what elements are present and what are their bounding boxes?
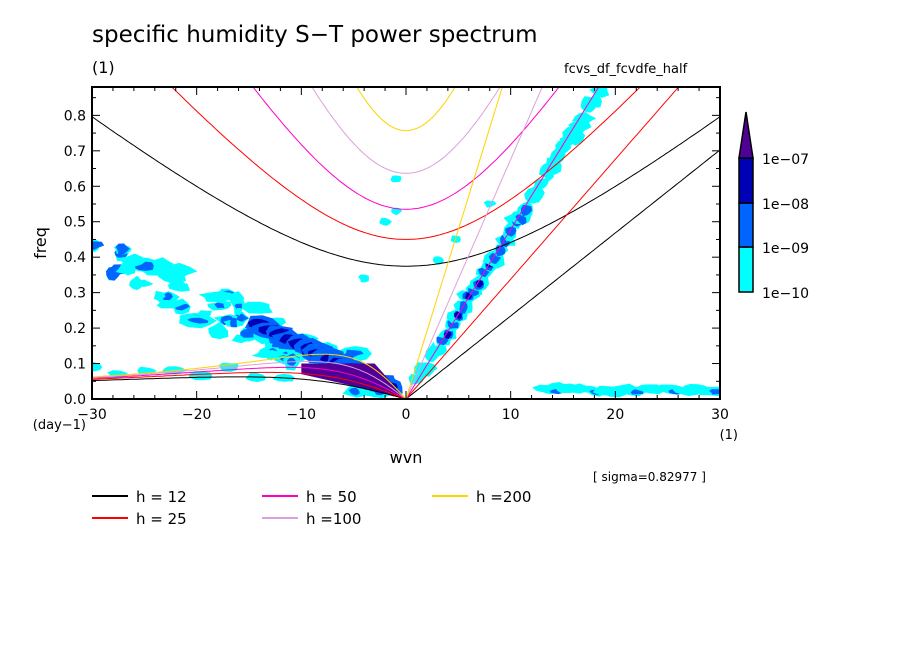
colorbar-label: 1e−07 bbox=[762, 152, 809, 168]
plot-area bbox=[92, 87, 720, 399]
shade-cyan bbox=[379, 217, 392, 226]
shade-blue bbox=[187, 317, 209, 324]
shade-cyan bbox=[208, 321, 229, 340]
dispersion-kelvin-h200 bbox=[405, 87, 503, 399]
shade-blue bbox=[230, 317, 237, 328]
dispersion-rossby-h200 bbox=[92, 353, 407, 399]
shade-cyan bbox=[251, 350, 288, 359]
dispersion-rossby-h12 bbox=[92, 376, 407, 399]
legend-label: h = 50 bbox=[306, 488, 357, 506]
chart-title: specific humidity S−T power spectrum bbox=[92, 22, 538, 48]
shade-cyan bbox=[116, 253, 147, 267]
shade-cyan bbox=[154, 265, 188, 285]
x-tick-label: −10 bbox=[287, 407, 317, 423]
shade-blue bbox=[348, 387, 360, 396]
shade-cyan bbox=[483, 200, 497, 208]
shade-blue bbox=[235, 313, 249, 322]
x-tick-label: 10 bbox=[502, 407, 520, 423]
x-tick-label: 0 bbox=[402, 407, 411, 423]
legend-label: h = 12 bbox=[136, 488, 187, 506]
y-tick-label: 0.7 bbox=[64, 144, 86, 160]
shade-cyan bbox=[198, 291, 233, 303]
y-tick-label: 0.8 bbox=[64, 108, 86, 124]
shade-darkblue bbox=[443, 331, 452, 340]
y-tick-label: 0.3 bbox=[64, 286, 86, 302]
shade-blue bbox=[234, 303, 243, 309]
legend-label: h =100 bbox=[306, 510, 361, 528]
dispersion-rossby-h100 bbox=[92, 360, 407, 399]
shade-blue bbox=[459, 300, 468, 314]
shade-cyan bbox=[588, 92, 602, 108]
shade-blue bbox=[495, 245, 506, 257]
shade-blue bbox=[709, 389, 720, 395]
shade-cyan bbox=[358, 274, 369, 283]
shade-cyan bbox=[168, 282, 191, 292]
y-tick-label: 0.1 bbox=[64, 357, 86, 373]
dispersion-kelvin-h25 bbox=[405, 87, 680, 399]
x-tick-label: 20 bbox=[606, 407, 624, 423]
dispersion-ig-h12 bbox=[92, 116, 720, 267]
dispersion-ig-h50 bbox=[252, 87, 560, 210]
shade-cyan bbox=[129, 275, 143, 291]
colorbar-segment bbox=[738, 202, 754, 248]
sigma-label: [ sigma=0.82977 ] bbox=[593, 470, 706, 484]
dispersion-rossby-h50 bbox=[92, 366, 407, 399]
shade-cyan bbox=[426, 345, 447, 359]
shade-cyan bbox=[390, 175, 402, 183]
colorbar-extend-triangle bbox=[738, 111, 754, 159]
x-tick-label: −20 bbox=[182, 407, 212, 423]
colorbar-label: 1e−10 bbox=[762, 286, 809, 302]
shade-cyan bbox=[240, 301, 273, 314]
shade-cyan bbox=[391, 207, 402, 216]
shade-cyan bbox=[432, 256, 444, 265]
shade-blue bbox=[92, 241, 105, 250]
shade-blue bbox=[214, 302, 225, 309]
y-tick-label: 0.0 bbox=[64, 392, 86, 408]
legend-label: h = 25 bbox=[136, 510, 187, 528]
y-axis-label: freq bbox=[31, 227, 50, 259]
colorbar-segment bbox=[738, 246, 754, 293]
shade-blue bbox=[344, 349, 364, 357]
colorbar-segment bbox=[738, 157, 754, 204]
y-tick-label: 0.6 bbox=[64, 179, 86, 195]
x-unit-label: (1) bbox=[720, 428, 738, 443]
subtitle-right: fcvs_df_fcvdfe_half bbox=[564, 62, 688, 77]
dispersion-kelvin-h100 bbox=[405, 87, 543, 399]
dispersion-kelvin-h50 bbox=[405, 87, 600, 399]
y-unit-label: (day−1) bbox=[33, 418, 86, 433]
y-tick-label: 0.4 bbox=[64, 250, 86, 266]
y-tick-label: 0.2 bbox=[64, 321, 86, 337]
x-tick-label: 30 bbox=[711, 407, 729, 423]
shade-blue bbox=[162, 292, 173, 302]
dispersion-ig-h100 bbox=[311, 87, 501, 174]
dispersion-rossby-h25 bbox=[92, 371, 407, 399]
legend-label: h =200 bbox=[476, 488, 531, 506]
shade-cyan bbox=[589, 87, 610, 98]
shade-cyan bbox=[92, 362, 103, 372]
dispersion-ig-h200 bbox=[356, 87, 456, 132]
dispersion-ig-h25 bbox=[171, 87, 641, 240]
shade-cyan bbox=[156, 299, 185, 309]
colorbar-label: 1e−08 bbox=[762, 197, 809, 213]
x-tick-label: −30 bbox=[77, 407, 107, 423]
colorbar-label: 1e−09 bbox=[762, 241, 809, 257]
plot-frame bbox=[91, 86, 721, 400]
shade-blue bbox=[240, 328, 255, 338]
shade-cyan bbox=[153, 290, 166, 304]
shade-blue bbox=[115, 243, 130, 255]
subtitle-left: (1) bbox=[92, 58, 115, 77]
dispersion-kelvin-h12 bbox=[405, 149, 720, 399]
y-tick-label: 0.5 bbox=[64, 215, 86, 231]
shade-cyan bbox=[572, 112, 597, 126]
x-axis-label: wvn bbox=[390, 448, 423, 467]
